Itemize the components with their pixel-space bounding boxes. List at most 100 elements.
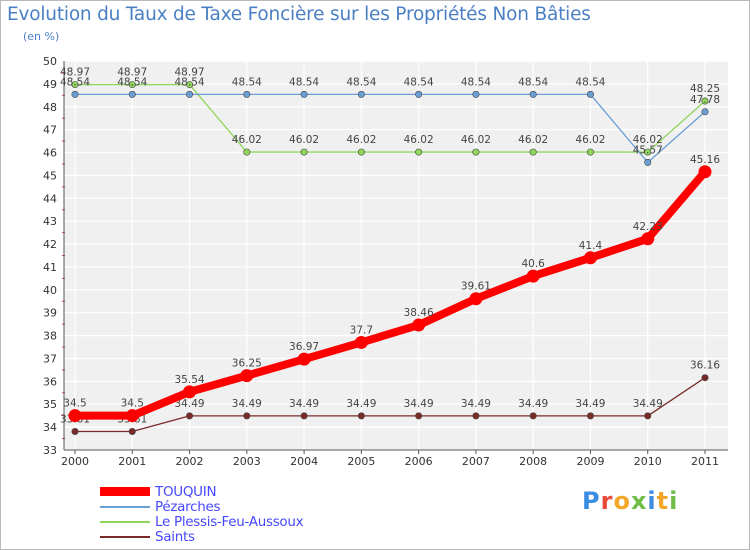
data-label-saints: 34.49: [633, 398, 663, 410]
x-tick-label: 2004: [290, 455, 318, 468]
data-point-le-plessis-feu-aussoux: [243, 148, 251, 156]
data-point-le-plessis-feu-aussoux: [644, 148, 652, 156]
y-tick-label: 48: [43, 101, 57, 114]
data-label-pezarches: 48.54: [346, 76, 376, 88]
data-label-pezarches: 45.57: [633, 144, 663, 156]
data-label-saints: 34.49: [346, 398, 376, 410]
data-point-pezarches: [357, 90, 365, 98]
data-label-le-plessis-feu-aussoux: 46.02: [518, 134, 548, 146]
data-label-saints: 36.16: [690, 360, 720, 372]
data-label-le-plessis-feu-aussoux: 48.97: [117, 67, 147, 79]
logo-letter: P: [582, 487, 601, 515]
data-label-touquin: 36.97: [289, 341, 319, 353]
data-point-pezarches: [243, 90, 251, 98]
y-tick-label: 38: [43, 330, 57, 343]
data-point-saints: [186, 412, 194, 420]
data-point-touquin: [641, 232, 655, 246]
y-tick-label: 39: [43, 307, 57, 320]
y-tick-label: 42: [43, 238, 57, 251]
legend: TOUQUIN Pézarches Le Plessis-Feu-Aussoux…: [100, 484, 360, 545]
data-point-touquin: [469, 292, 483, 306]
data-point-pezarches: [644, 158, 652, 166]
y-tick-label: 40: [43, 284, 57, 297]
y-tick-label: 34: [43, 421, 57, 434]
data-label-le-plessis-feu-aussoux: 46.02: [289, 134, 319, 146]
data-point-saints: [128, 427, 136, 435]
legend-label-touquin: TOUQUIN: [155, 484, 217, 500]
data-point-le-plessis-feu-aussoux: [71, 81, 79, 89]
legend-swatch-saints: [100, 536, 150, 538]
proxiti-logo: Proxiti: [582, 487, 678, 515]
y-tick-label: 50: [43, 55, 57, 68]
y-tick-label: 45: [43, 169, 57, 182]
data-point-saints: [243, 412, 251, 420]
data-label-touquin: 38.46: [404, 307, 434, 319]
data-label-pezarches: 48.54: [60, 76, 90, 88]
y-tick-label: 35: [43, 398, 57, 411]
data-label-touquin: 34.5: [121, 398, 144, 410]
data-point-le-plessis-feu-aussoux: [300, 148, 308, 156]
data-label-touquin: 45.16: [690, 154, 720, 166]
data-point-pezarches: [529, 90, 537, 98]
y-tick-label: 47: [43, 124, 57, 137]
data-label-pezarches: 48.54: [518, 76, 548, 88]
data-point-touquin: [125, 409, 139, 423]
data-label-touquin: 40.6: [521, 258, 545, 270]
data-point-touquin: [526, 269, 540, 283]
data-label-pezarches: 47.78: [690, 94, 720, 106]
x-tick-label: 2002: [176, 455, 204, 468]
data-point-le-plessis-feu-aussoux: [128, 81, 136, 89]
x-tick-label: 2011: [691, 455, 719, 468]
data-label-le-plessis-feu-aussoux: 48.25: [690, 83, 720, 95]
data-point-touquin: [240, 369, 254, 383]
x-tick-label: 2009: [576, 455, 604, 468]
y-tick-label: 44: [43, 192, 57, 205]
x-tick-label: 2003: [233, 455, 261, 468]
data-point-pezarches: [128, 90, 136, 98]
legend-swatch-le-plessis-feu-aussoux: [100, 521, 150, 523]
x-tick-label: 2005: [347, 455, 375, 468]
legend-item-pezarches: Pézarches: [100, 499, 360, 515]
data-point-le-plessis-feu-aussoux: [472, 148, 480, 156]
logo-letter: x: [630, 487, 648, 515]
legend-item-touquin: TOUQUIN: [100, 484, 360, 500]
y-tick-label: 41: [43, 261, 57, 274]
data-label-touquin: 36.25: [232, 358, 262, 370]
series-line-saints: [74, 377, 706, 433]
x-tick-label: 2000: [61, 455, 89, 468]
data-label-touquin: 42.23: [633, 221, 663, 233]
legend-swatch-touquin: [100, 487, 150, 496]
data-point-saints: [300, 412, 308, 420]
data-point-le-plessis-feu-aussoux: [186, 81, 194, 89]
data-point-le-plessis-feu-aussoux: [701, 97, 709, 105]
legend-item-saints: Saints: [100, 529, 360, 545]
chart-title: Evolution du Taux de Taxe Foncière sur l…: [7, 4, 591, 25]
series-line-le-plessis-feu-aussoux: [74, 83, 706, 153]
data-label-pezarches: 48.54: [175, 76, 205, 88]
data-point-pezarches: [415, 90, 423, 98]
logo-letter: t: [656, 487, 670, 515]
data-point-touquin: [354, 335, 368, 349]
data-point-touquin: [583, 251, 597, 265]
data-point-le-plessis-feu-aussoux: [415, 148, 423, 156]
unit-label: (en %): [23, 30, 60, 43]
series-line-touquin: [71, 167, 709, 420]
data-point-pezarches: [186, 90, 194, 98]
y-tick-label: 33: [43, 444, 57, 457]
legend-label-le-plessis-feu-aussoux: Le Plessis-Feu-Aussoux: [155, 514, 304, 530]
data-point-pezarches: [71, 90, 79, 98]
data-label-touquin: 41.4: [579, 240, 603, 252]
data-label-saints: 34.49: [575, 398, 605, 410]
data-point-le-plessis-feu-aussoux: [586, 148, 594, 156]
y-tick-label: 49: [43, 78, 57, 91]
data-point-touquin: [183, 385, 197, 399]
data-label-le-plessis-feu-aussoux: 48.97: [60, 67, 90, 79]
data-point-pezarches: [472, 90, 480, 98]
y-tick-label: 37: [43, 352, 57, 365]
data-point-saints: [701, 374, 709, 382]
data-point-saints: [529, 412, 537, 420]
legend-item-le-plessis-feu-aussoux: Le Plessis-Feu-Aussoux: [100, 514, 360, 530]
data-label-saints: 34.49: [404, 398, 434, 410]
y-tick-label: 43: [43, 215, 57, 228]
